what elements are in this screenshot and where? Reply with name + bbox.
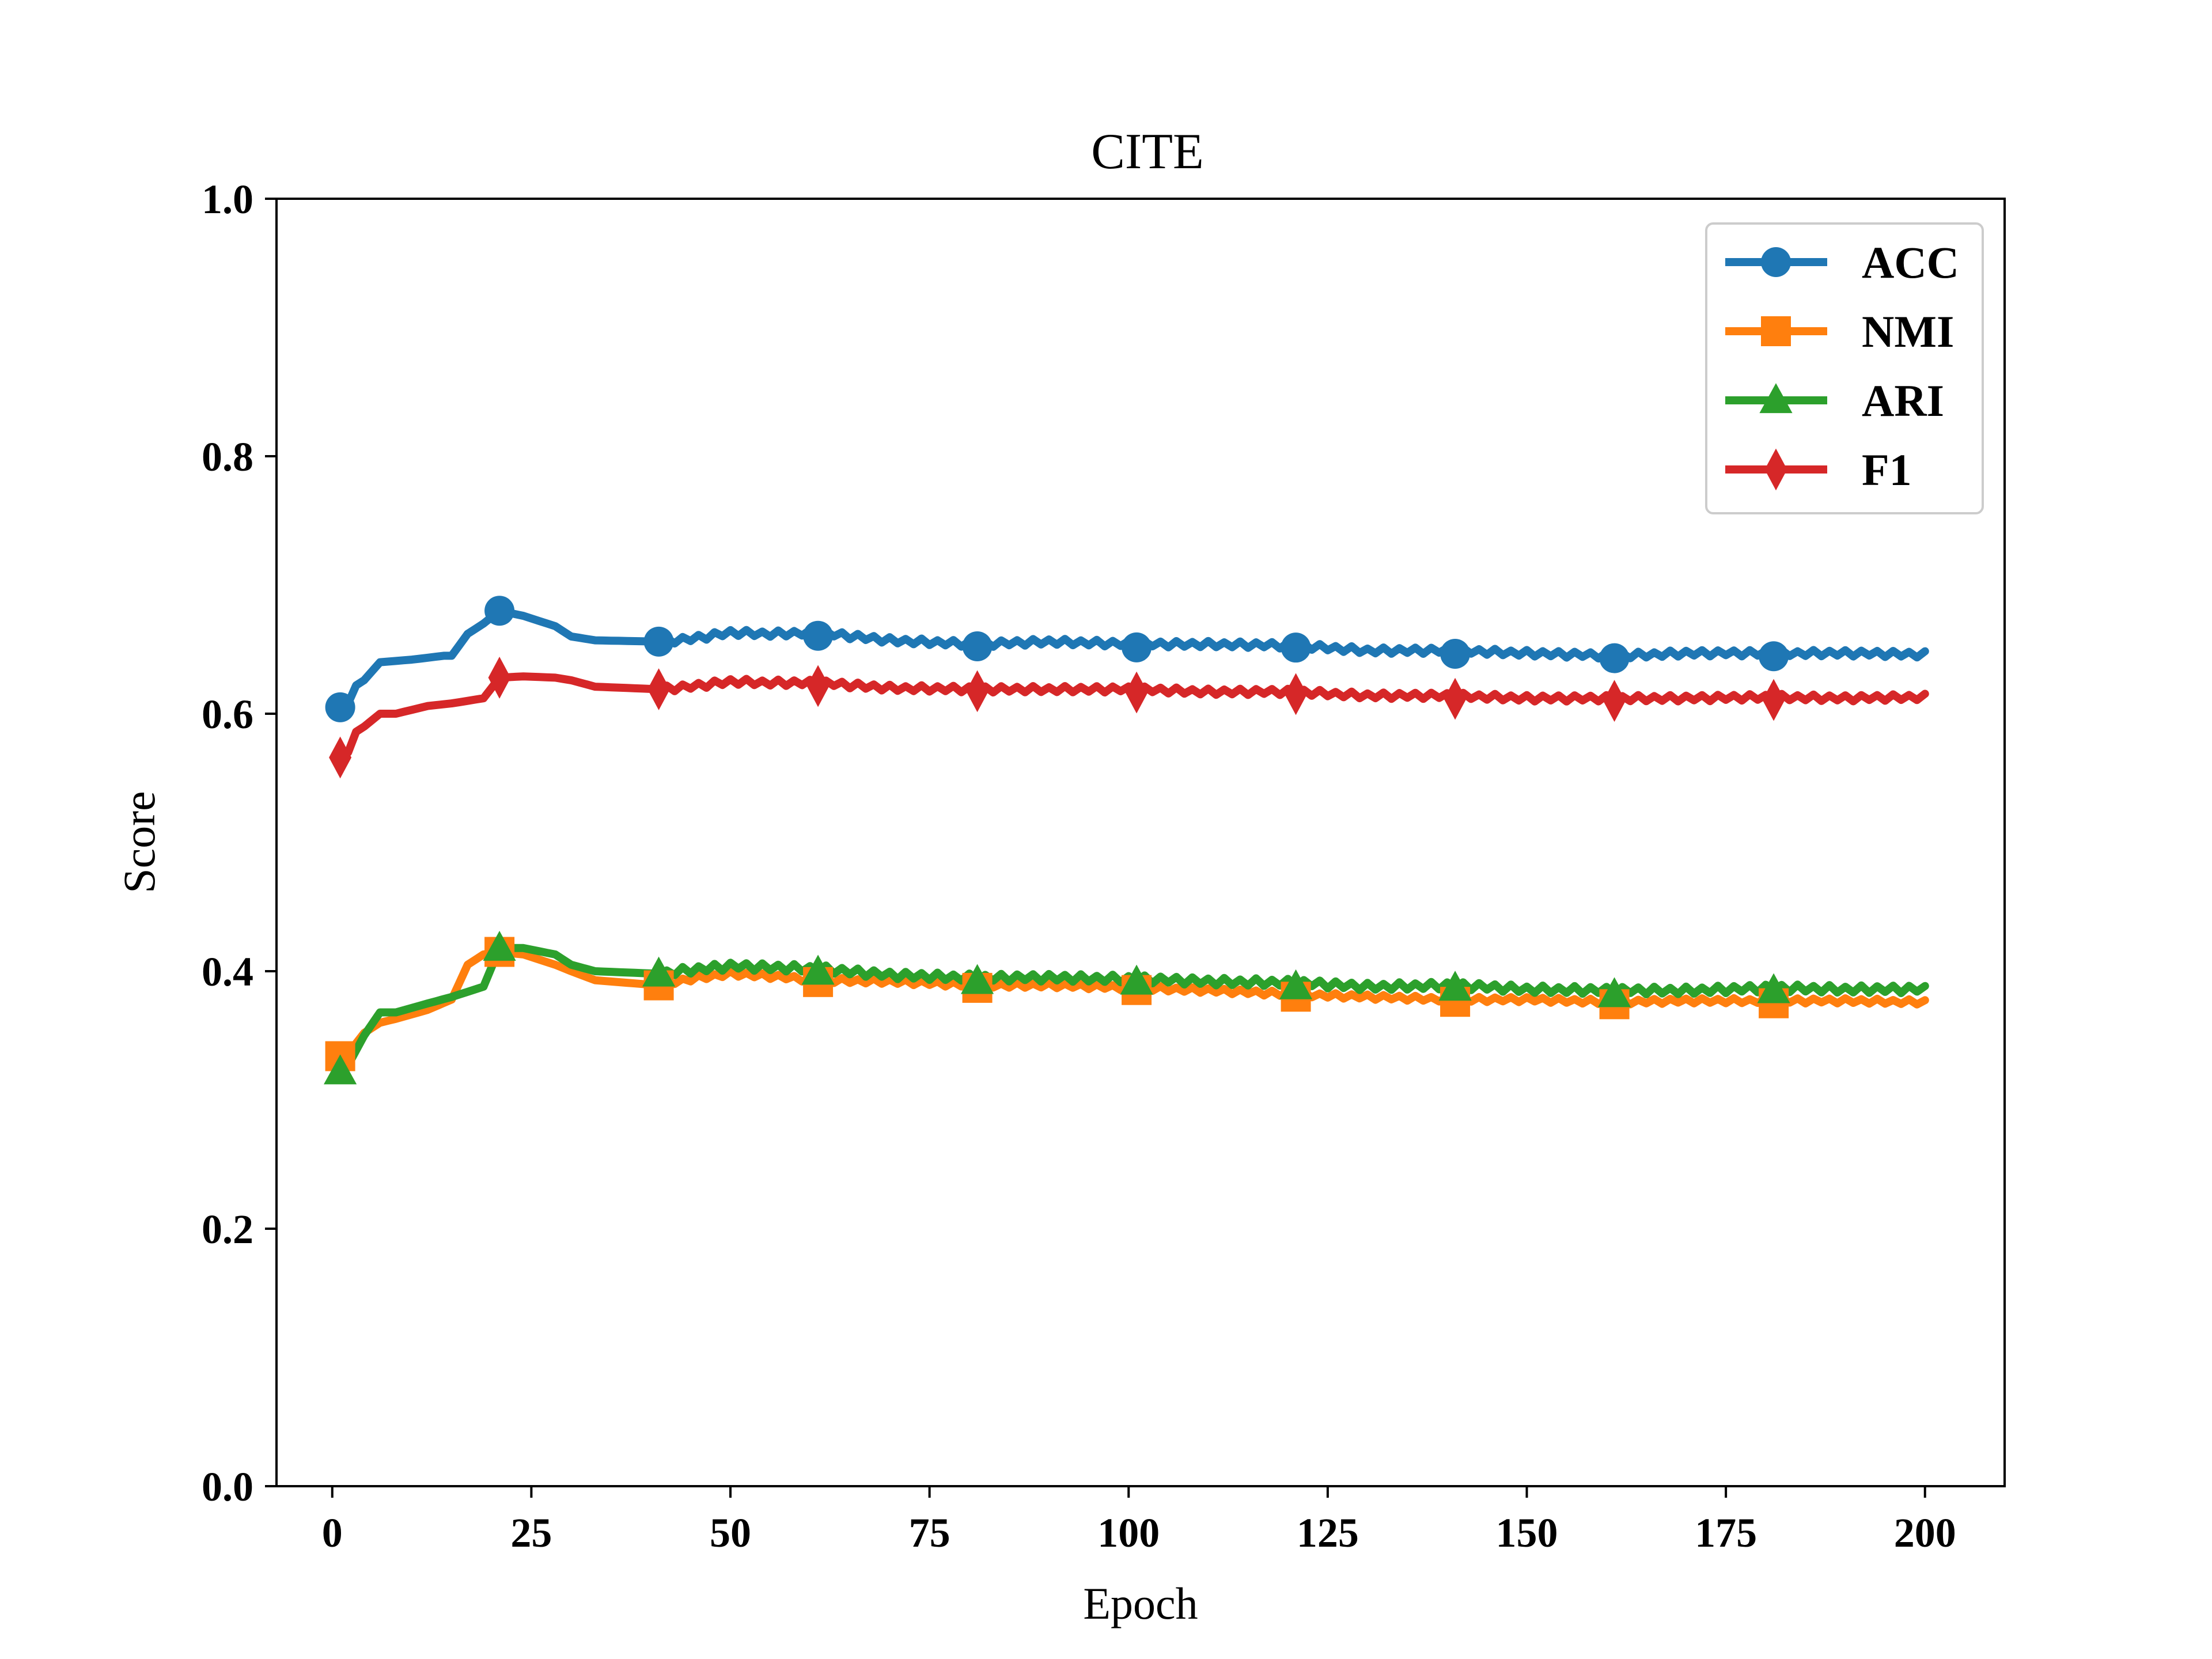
- x-axis: 0 25 50 75 100 125 150 175 200: [322, 1486, 1956, 1556]
- legend-label-nmi: NMI: [1862, 306, 1954, 357]
- y-axis-label: Score: [114, 791, 164, 893]
- legend-marker-acc: [1761, 247, 1791, 277]
- x-tick-label: 150: [1496, 1510, 1558, 1556]
- marker-ari: [483, 930, 516, 961]
- y-tick-label: 1.0: [202, 176, 253, 222]
- plot-frame: [275, 198, 2006, 1487]
- legend-marker-f1: [1764, 448, 1787, 491]
- legend-label-f1: F1: [1862, 445, 1912, 495]
- legend-box: [1705, 222, 1984, 514]
- marker-f1: [1444, 677, 1467, 720]
- marker-f1: [966, 670, 989, 713]
- marker-acc: [643, 626, 674, 657]
- y-tick-label: 0.0: [202, 1464, 253, 1510]
- marker-acc: [1440, 638, 1471, 669]
- marker-f1: [806, 665, 830, 707]
- x-tick-label: 25: [510, 1510, 552, 1556]
- marker-acc: [325, 692, 355, 722]
- marker-ari: [1120, 964, 1153, 995]
- legend-marker-nmi: [1761, 316, 1791, 346]
- legend-label-acc: ACC: [1862, 237, 1959, 287]
- x-tick-label: 175: [1695, 1510, 1757, 1556]
- marker-f1: [1603, 680, 1626, 722]
- x-tick-label: 75: [909, 1510, 950, 1556]
- marker-ari: [1279, 969, 1313, 999]
- series-markers: [323, 596, 1790, 1085]
- legend-entry-f1: F1: [1725, 445, 1912, 495]
- marker-ari: [1438, 971, 1472, 1001]
- x-tick-label: 200: [1894, 1510, 1956, 1556]
- y-tick-label: 0.6: [202, 691, 253, 737]
- series-line-ari: [336, 944, 1929, 1076]
- marker-acc: [962, 631, 993, 661]
- x-tick-label: 0: [322, 1510, 343, 1556]
- y-axis: 0.0 0.2 0.4 0.6 0.8 1.0: [202, 176, 276, 1510]
- chart-title: CITE: [1091, 124, 1204, 180]
- marker-f1: [329, 736, 352, 779]
- marker-acc: [1281, 632, 1311, 663]
- marker-acc: [1759, 641, 1789, 672]
- marker-acc: [803, 620, 834, 651]
- y-tick-label: 0.8: [202, 434, 253, 480]
- marker-f1: [488, 657, 511, 699]
- marker-ari: [960, 964, 994, 994]
- marker-f1: [1762, 679, 1785, 721]
- marker-f1: [647, 668, 671, 710]
- legend-entry-acc: ACC: [1725, 237, 1959, 287]
- marker-acc: [1599, 643, 1630, 673]
- marker-acc: [1122, 632, 1152, 662]
- y-tick-label: 0.4: [202, 949, 253, 995]
- x-tick-label: 125: [1297, 1510, 1359, 1556]
- marker-ari: [1597, 977, 1631, 1007]
- y-tick-label: 0.2: [202, 1206, 253, 1252]
- markers-acc: [325, 596, 1789, 722]
- legend-entry-nmi: NMI: [1725, 306, 1954, 357]
- legend-label-ari: ARI: [1862, 376, 1944, 426]
- x-axis-label: Epoch: [1083, 1578, 1198, 1628]
- marker-f1: [1285, 673, 1308, 715]
- marker-ari: [642, 956, 676, 987]
- marker-ari: [1757, 973, 1790, 1003]
- markers-ari: [323, 930, 1790, 1085]
- x-tick-label: 50: [710, 1510, 751, 1556]
- legend: ACC NMI ARI F1: [1705, 222, 1984, 514]
- marker-ari: [801, 955, 835, 985]
- marker-ari: [323, 1054, 357, 1085]
- legend-marker-ari: [1759, 383, 1793, 414]
- legend-entry-ari: ARI: [1725, 376, 1944, 426]
- marker-acc: [484, 596, 515, 626]
- x-tick-label: 100: [1097, 1510, 1160, 1556]
- marker-f1: [1125, 671, 1148, 714]
- markers-f1: [329, 657, 1785, 779]
